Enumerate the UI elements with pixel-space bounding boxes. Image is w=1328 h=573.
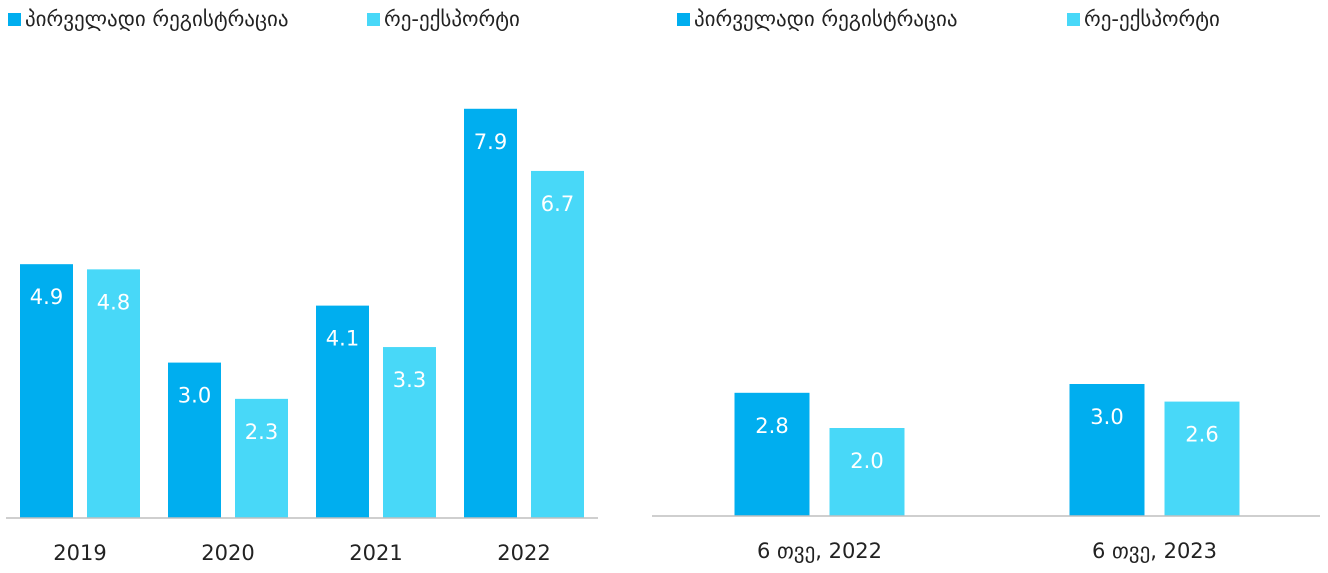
x-tick-label: 6 თვე, 2022 [757,539,882,563]
bar [383,347,436,518]
legend-swatch [8,13,21,26]
legend-label: პირველადი რეგისტრაცია [694,7,957,31]
bar [235,398,288,518]
bar [1069,384,1145,516]
legend-label: პირველადი რეგისტრაცია [25,7,288,31]
bar [829,428,905,516]
legend-label: რე-ექსპორტი [384,7,520,31]
bar [168,362,221,518]
value-label: 2.3 [245,420,278,444]
x-tick-label: 2021 [349,541,402,565]
x-tick-label: 2022 [497,541,550,565]
legend-swatch [677,13,690,26]
value-label: 3.0 [1090,405,1123,429]
value-label: 4.8 [97,290,130,314]
value-label: 2.6 [1185,423,1218,447]
value-label: 4.9 [30,285,63,309]
x-tick-label: 2020 [201,541,254,565]
value-label: 4.1 [326,327,359,351]
x-tick-label: 2019 [53,541,106,565]
legend-swatch [367,13,380,26]
bar [20,264,73,518]
bar [531,170,584,518]
value-label: 2.0 [850,449,883,473]
x-tick-label: 6 თვე, 2023 [1092,539,1217,563]
bar [316,305,369,518]
bar [734,392,810,516]
legend-swatch [1067,13,1080,26]
bar [1164,401,1240,516]
value-label: 2.8 [755,414,788,438]
value-label: 6.7 [541,192,574,216]
legend-label: რე-ექსპორტი [1084,7,1220,31]
bar [87,269,140,518]
value-label: 7.9 [474,130,507,154]
value-label: 3.0 [178,384,211,408]
bar [464,108,517,518]
value-label: 3.3 [393,368,426,392]
